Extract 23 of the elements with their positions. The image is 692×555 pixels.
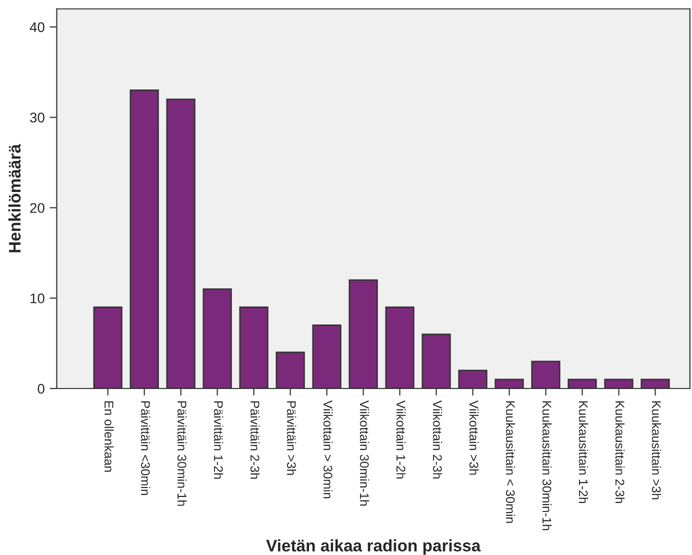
x-tick-label: Päivittäin >3h <box>286 401 296 475</box>
x-tick-label: Kuukausittain 1-2h <box>578 401 588 504</box>
y-tick-label: 10 <box>30 293 44 304</box>
x-tick-label: Viikottain > 30min <box>323 400 333 498</box>
y-tick-label: 0 <box>38 384 44 394</box>
x-tick-label: Päivittäin 1-2h <box>214 401 224 479</box>
y-tick-label: 40 <box>30 22 44 32</box>
x-tick-label: Kuukausittain 2-3h <box>615 401 625 504</box>
x-tick-label: Viikottain 2-3h <box>432 400 442 478</box>
x-tick-label: Päivittäin <30min <box>140 401 150 496</box>
x-tick-label: Päivittäin 30min-1h <box>177 401 187 506</box>
x-tick-label: Viikottain 30min-1h <box>360 400 370 506</box>
x-tick-label: Kuukausittain 30min-1h <box>542 401 552 530</box>
x-axis-title: Vietän aikaa radion parissa <box>266 539 481 555</box>
y-tick-label: 20 <box>30 203 44 213</box>
x-tick-label: En ollenkaan <box>104 401 114 472</box>
x-tick-label: Viikottain 1-2h <box>396 400 406 478</box>
x-tick-label: Kuukausittain >3h <box>652 401 662 500</box>
x-tick-label: Päivittäin 2-3h <box>250 401 260 479</box>
x-tick-label: Kuukausittain < 30min <box>506 401 516 523</box>
y-tick-label: 30 <box>30 112 44 123</box>
x-tick-label: Viikottain >3h <box>469 400 479 475</box>
y-axis-title: Henkilömäärä <box>8 144 21 252</box>
